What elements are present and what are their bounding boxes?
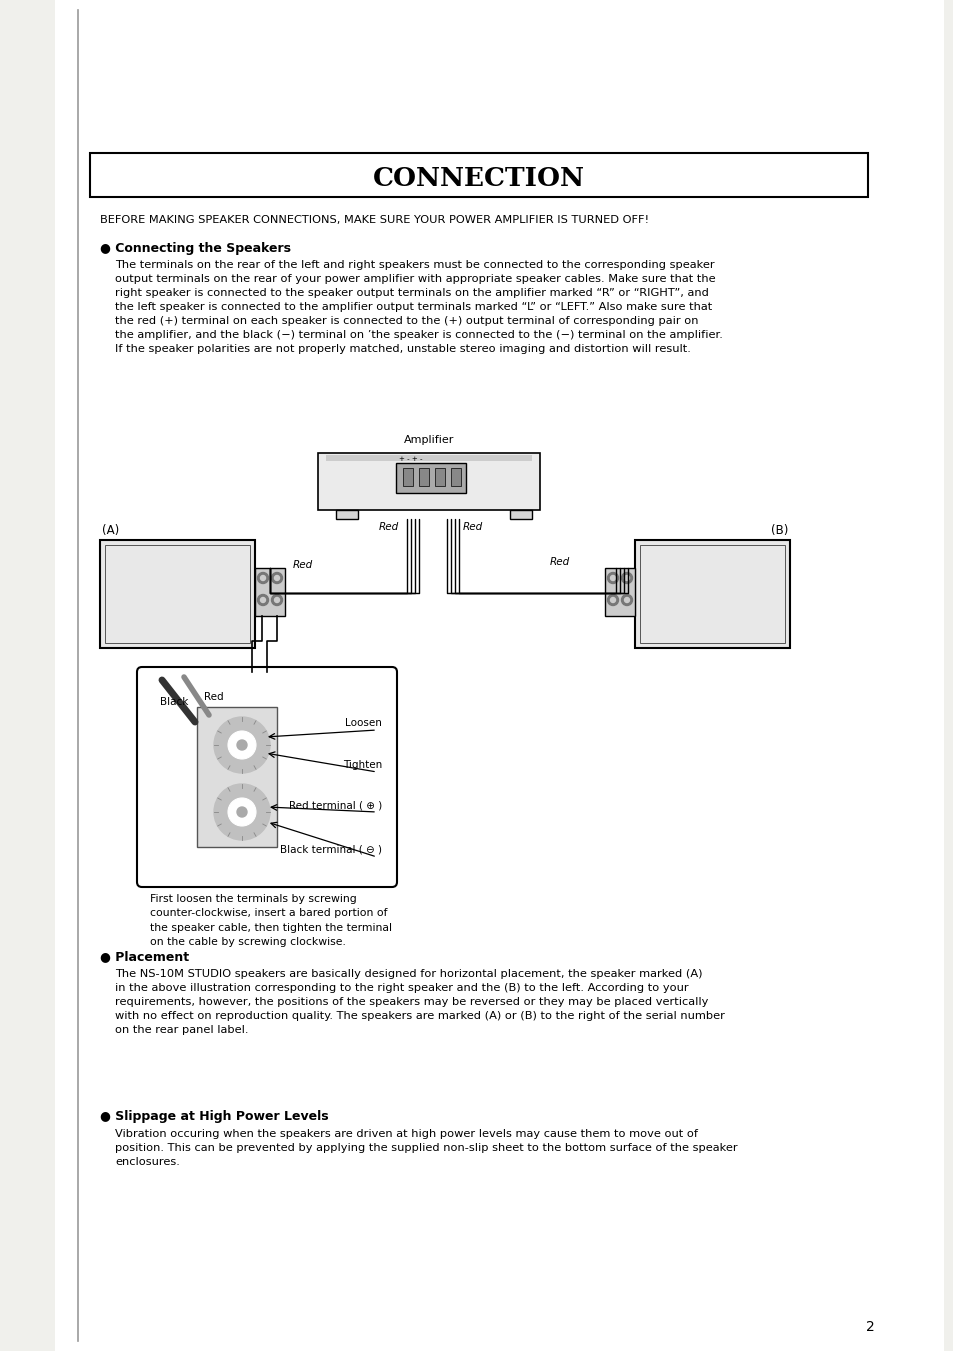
- Circle shape: [272, 594, 282, 605]
- Circle shape: [260, 576, 265, 581]
- Text: Red: Red: [378, 521, 399, 532]
- Bar: [402, 467, 413, 486]
- Circle shape: [624, 576, 629, 581]
- Circle shape: [213, 784, 270, 840]
- Circle shape: [607, 573, 618, 584]
- Circle shape: [620, 573, 632, 584]
- Circle shape: [228, 798, 255, 825]
- Text: CONNECTION: CONNECTION: [373, 166, 584, 190]
- Text: Red: Red: [462, 521, 483, 532]
- Bar: [105, 544, 250, 643]
- Text: (A): (A): [102, 524, 119, 536]
- Circle shape: [260, 597, 265, 603]
- Circle shape: [213, 717, 270, 773]
- Text: The terminals on the rear of the left and right speakers must be connected to th: The terminals on the rear of the left an…: [115, 259, 722, 354]
- Text: ● Connecting the Speakers: ● Connecting the Speakers: [100, 242, 291, 255]
- Bar: [635, 540, 789, 648]
- Text: Red terminal ( ⊕ ): Red terminal ( ⊕ ): [289, 800, 381, 811]
- Text: (B): (B): [770, 524, 787, 536]
- Bar: [435, 467, 444, 486]
- Bar: [395, 463, 465, 493]
- Circle shape: [274, 597, 279, 603]
- Text: Amplifier: Amplifier: [403, 435, 454, 444]
- Text: ● Slippage at High Power Levels: ● Slippage at High Power Levels: [100, 1111, 328, 1123]
- Bar: [418, 467, 429, 486]
- Bar: [317, 453, 539, 509]
- Circle shape: [257, 573, 268, 584]
- Circle shape: [274, 576, 279, 581]
- Text: Vibration occuring when the speakers are driven at high power levels may cause t: Vibration occuring when the speakers are…: [115, 1129, 737, 1167]
- Bar: [604, 567, 635, 616]
- Text: Black terminal ( ⊖ ): Black terminal ( ⊖ ): [280, 844, 381, 855]
- Text: Black: Black: [160, 697, 188, 707]
- Circle shape: [236, 740, 247, 750]
- Text: Tighten: Tighten: [342, 761, 381, 770]
- Circle shape: [620, 594, 632, 605]
- Bar: [254, 567, 285, 616]
- Circle shape: [607, 594, 618, 605]
- Circle shape: [624, 597, 629, 603]
- Bar: [510, 509, 532, 519]
- FancyBboxPatch shape: [137, 667, 396, 888]
- Text: Red: Red: [550, 557, 570, 567]
- Circle shape: [272, 573, 282, 584]
- Text: BEFORE MAKING SPEAKER CONNECTIONS, MAKE SURE YOUR POWER AMPLIFIER IS TURNED OFF!: BEFORE MAKING SPEAKER CONNECTIONS, MAKE …: [100, 215, 648, 226]
- Bar: [639, 544, 784, 643]
- Bar: [196, 707, 276, 847]
- Bar: [451, 467, 460, 486]
- Bar: [90, 153, 867, 197]
- Bar: [100, 540, 254, 648]
- Text: + - + -: + - + -: [398, 457, 422, 462]
- Circle shape: [610, 576, 615, 581]
- Bar: [335, 509, 357, 519]
- Circle shape: [610, 597, 615, 603]
- Bar: [326, 455, 532, 461]
- Circle shape: [257, 594, 268, 605]
- Text: Red: Red: [204, 692, 223, 703]
- Circle shape: [228, 731, 255, 759]
- Text: 2: 2: [864, 1320, 874, 1333]
- Text: The NS-10M STUDIO speakers are basically designed for horizontal placement, the : The NS-10M STUDIO speakers are basically…: [115, 969, 724, 1035]
- Circle shape: [236, 807, 247, 817]
- Text: First loosen the terminals by screwing
counter-clockwise, insert a bared portion: First loosen the terminals by screwing c…: [150, 894, 392, 947]
- Text: ● Placement: ● Placement: [100, 950, 189, 963]
- Text: Red: Red: [293, 561, 313, 570]
- Text: Loosen: Loosen: [345, 717, 381, 728]
